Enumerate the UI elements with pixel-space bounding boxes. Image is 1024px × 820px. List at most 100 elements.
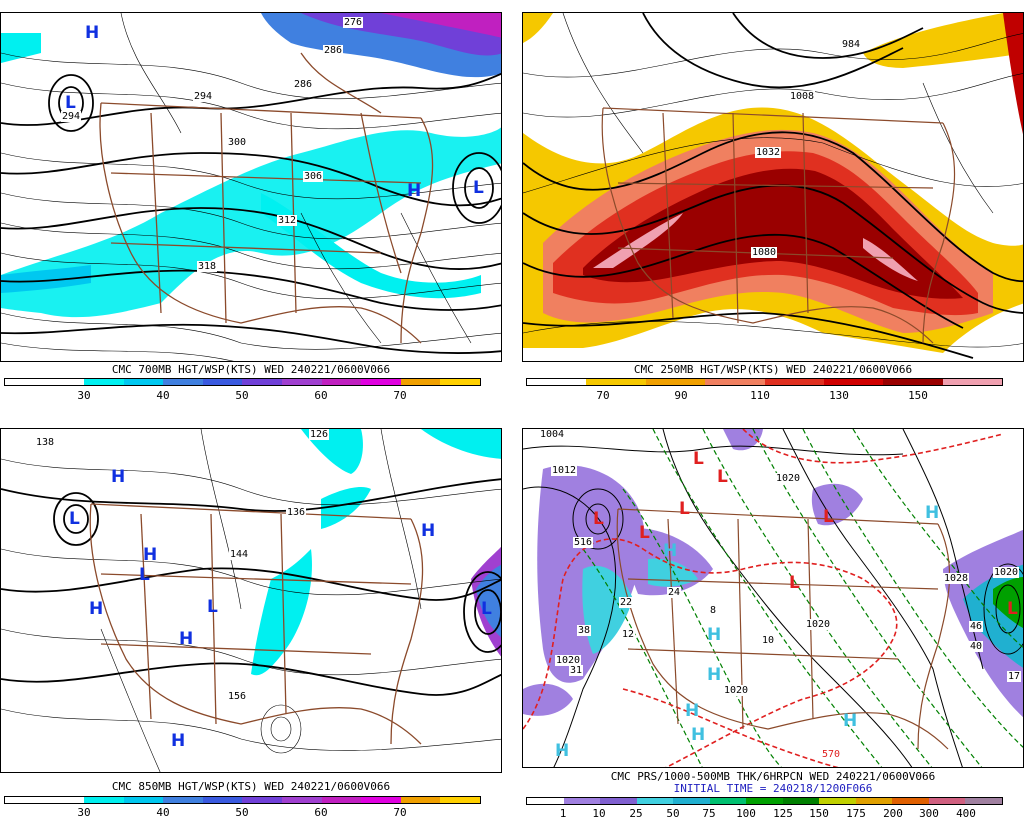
tick-label: 90 [674,389,688,402]
map-850mb[interactable]: H H H H H H L L L L 138 136 144 156 126 [0,428,502,773]
contour-label: 286 [293,79,314,90]
high-symbol: H [555,741,570,761]
precip-shade-sw [523,683,573,716]
contour-label: 1020 [993,567,1020,578]
contour-label: 984 [841,39,862,50]
tick-label: 70 [393,806,407,819]
panel-caption: CMC 250MB HGT/WSP(KTS) WED 240221/0600V0… [633,363,913,376]
tick-label: 1 [559,807,567,820]
tick-label: 130 [829,389,849,402]
high-symbol: H [663,541,678,561]
contour-label: 1008 [789,91,816,102]
precip-value: 22 [619,597,634,608]
thickness-lines [582,429,1023,767]
panel-700mb: H H L L 294 294 286 300 306 312 318 286 … [0,12,502,404]
precip-value: 8 [709,605,718,616]
low-symbol: L [481,599,492,619]
map-250mb[interactable]: 1032 1080 1008 984 [522,12,1024,362]
contour-label: 286 [323,45,344,56]
contour-label: 294 [61,111,82,122]
map-prs-thk[interactable]: L L L L L L L L H H H H H H H H H 1004 1… [522,428,1024,768]
map-250mb-svg [523,13,1023,359]
colorbar-850 [4,796,481,804]
tick-label: 50 [666,807,680,820]
jet-shade-pink [593,213,683,268]
contour-label: 570 [821,749,842,760]
low-symbol: L [473,178,484,198]
height-contours-700 [1,72,501,355]
contour-label: 294 [193,91,214,102]
tick-label: 110 [750,389,770,402]
wind-shade-850-ne2 [421,429,501,459]
low-symbol: L [207,597,218,617]
low-symbol: L [65,93,76,113]
contour-label: 516 [573,537,594,548]
map-prs-thk-svg [523,429,1023,767]
tick-label: 70 [393,389,407,402]
contour-label: 1020 [555,655,582,666]
tick-label: 70 [596,389,610,402]
low-symbol: L [69,509,80,529]
high-symbol: H [691,725,706,745]
contour-label: 1020 [775,473,802,484]
high-symbol: H [685,701,700,721]
contour-label: 300 [227,137,248,148]
low-symbol: L [139,565,150,585]
contour-label: 138 [35,437,56,448]
low-symbol: L [593,509,604,529]
tick-label: 40 [156,389,170,402]
tick-label: 10 [592,807,606,820]
contour-label: 144 [229,549,250,560]
tick-label: 400 [956,807,976,820]
precip-value: 12 [621,629,636,640]
wind-shade-700-west [1,33,41,63]
panel-prs-thk: L L L L L L L L H H H H H H H H H 1004 1… [522,428,1024,820]
contour-label: 136 [286,507,307,518]
high-symbol: H [85,23,100,43]
tick-label: 200 [883,807,903,820]
high-symbol: H [171,731,186,751]
contour-label: 276 [343,17,364,28]
map-700mb[interactable]: H H L L 294 294 286 300 306 312 318 286 … [0,12,502,362]
map-850mb-svg [1,429,501,772]
panel-caption: CMC PRS/1000-500MB THK/6HRPCN WED 240221… [610,770,936,783]
high-symbol: H [179,629,194,649]
precip-value: 17 [1007,671,1022,682]
low-symbol: L [717,467,728,487]
tick-label: 150 [908,389,928,402]
high-symbol: H [925,503,940,523]
borders-700 [99,52,434,344]
high-symbol: H [707,665,722,685]
contour-label: 318 [197,261,218,272]
initial-time-caption: INITIAL TIME = 240218/1200F066 [673,782,873,795]
precip-value: 46 [969,621,984,632]
tick-label: 125 [773,807,793,820]
jet-shade-nw [523,13,553,43]
high-symbol: H [707,625,722,645]
precip-shade-west-cyan [582,565,633,654]
wind-shade-850-mid [251,549,312,676]
wind-shade-700-blue [1,265,91,293]
contour-label: 156 [227,691,248,702]
wind-shade-850-mid2 [321,487,371,529]
tick-label: 60 [314,389,328,402]
colorbar-ticks: 1 10 25 50 75 100 125 150 175 200 300 40… [526,807,1003,820]
precip-value: 38 [577,625,592,636]
contour-label: 312 [277,215,298,226]
tick-label: 150 [809,807,829,820]
precip-value: 31 [569,665,584,676]
contour-label: 126 [309,429,330,440]
jet-shade-pink2 [863,238,918,281]
jet-shade-ne [863,13,1023,68]
low-symbol: L [693,449,704,469]
panel-caption: CMC 700MB HGT/WSP(KTS) WED 240221/0600V0… [111,363,391,376]
thickness-540-570 [523,429,1004,767]
low-symbol: L [823,507,834,527]
contour-label: 1020 [723,685,750,696]
borders-850 [89,503,424,745]
contour-label: 1028 [943,573,970,584]
contour-label: 306 [303,171,324,182]
high-symbol: H [111,467,126,487]
colorbar-prs [526,797,1003,805]
high-symbol: H [143,545,158,565]
